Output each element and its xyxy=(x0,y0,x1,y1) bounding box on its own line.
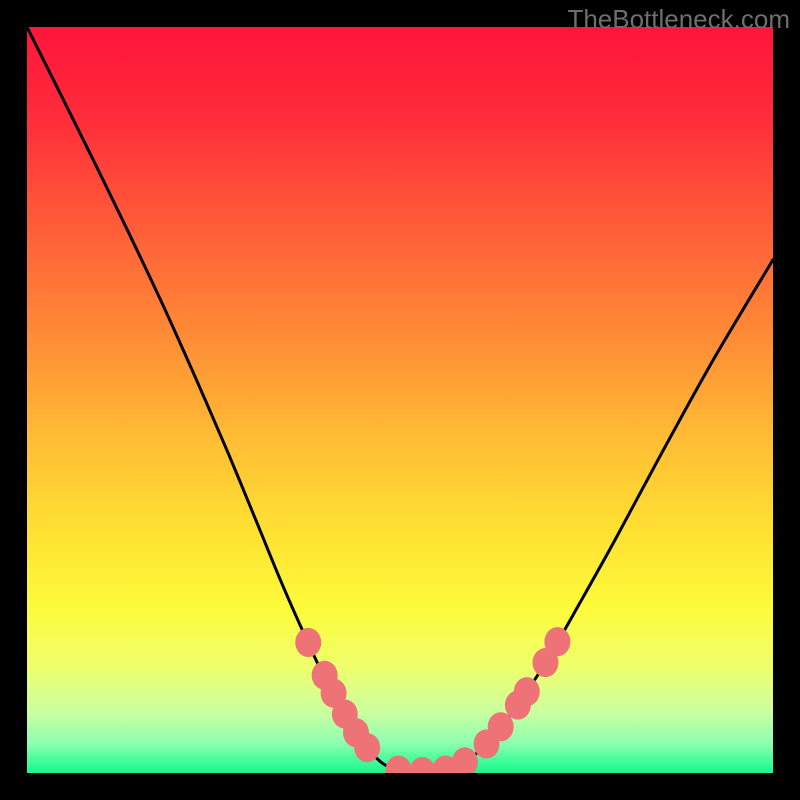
chart-svg xyxy=(27,27,773,773)
curve-marker xyxy=(354,733,380,762)
curve-marker xyxy=(544,627,570,656)
curve-marker xyxy=(514,677,540,706)
curve-marker xyxy=(295,628,321,657)
watermark-text: TheBottleneck.com xyxy=(567,4,790,35)
outer-frame: TheBottleneck.com xyxy=(0,0,800,800)
curve-marker xyxy=(488,712,514,741)
gradient-background xyxy=(27,27,773,773)
plot-area xyxy=(27,27,773,773)
